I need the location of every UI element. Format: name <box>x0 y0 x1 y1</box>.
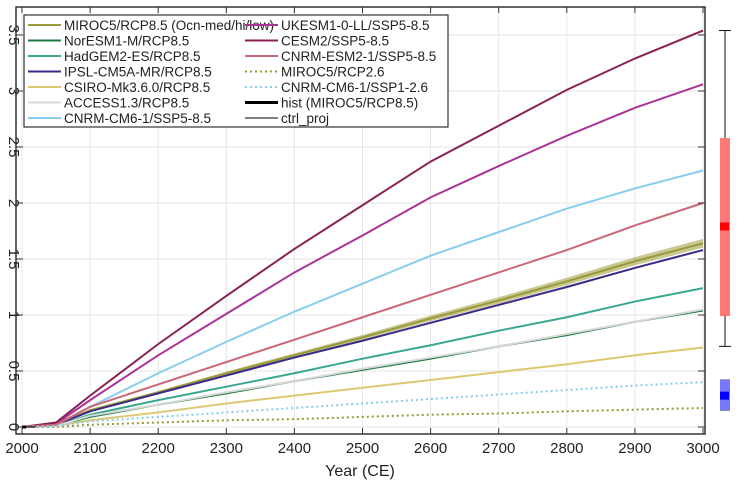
y-tick-label: 2 <box>5 199 22 207</box>
axis-ticks: 2000 2100 2200 2300 2400 2500 2600 2700 2800 2900… <box>5 7 720 457</box>
legend-label: MIROC5/RCP2.6 <box>281 65 385 80</box>
x-tick-label: 2900 <box>618 440 651 457</box>
legend-label: NorESM1-M/RCP8.5 <box>64 34 189 49</box>
boxplot-median <box>720 222 729 231</box>
series-line <box>21 202 704 428</box>
x-tick-label: 2400 <box>278 440 311 457</box>
x-tick-label: 2500 <box>346 440 379 457</box>
series-lines <box>21 29 704 429</box>
x-tick-label: 2300 <box>210 440 243 457</box>
series-line <box>21 308 704 428</box>
legend-label: UKESM1-0-LL/SSP5-8.5 <box>281 18 430 33</box>
x-tick-label: 2800 <box>550 440 583 457</box>
legend-label: CNRM-CM6-1/SSP5-8.5 <box>64 111 211 126</box>
y-tick-label: 1.5 <box>5 249 22 270</box>
y-tick-label: 3.5 <box>5 25 22 46</box>
y-tick-label: 0.5 <box>5 361 22 382</box>
legend-label: ctrl_proj <box>281 111 329 126</box>
series-line <box>22 406 704 428</box>
legend: MIROC5/RCP8.5 (Ocn-med/hi/low)NorESM1-M/… <box>23 14 449 128</box>
legend-label: CNRM-ESM2-1/SSP5-8.5 <box>281 49 436 64</box>
x-tick-label: 2200 <box>142 440 175 457</box>
legend-label: MIROC5/RCP8.5 (Ocn-med/hi/low) <box>64 18 274 33</box>
y-tick-label: 3 <box>5 87 22 95</box>
series-band <box>22 238 703 427</box>
legend-label: CESM2/SSP5-8.5 <box>281 34 389 49</box>
legend-box <box>23 14 449 128</box>
series-line <box>21 29 704 428</box>
boxplots <box>719 30 731 411</box>
series-line <box>21 83 704 428</box>
x-tick-label: 2000 <box>5 440 38 457</box>
x-tick-label: 3000 <box>686 440 719 457</box>
legend-label: hist (MIROC5/RCP8.5) <box>281 96 418 111</box>
series-line <box>21 249 704 428</box>
x-tick-label: 2700 <box>482 440 515 457</box>
legend-label: HadGEM2-ES/RCP8.5 <box>64 49 201 64</box>
legend-label: IPSL-CM5A-MR/RCP8.5 <box>64 65 212 80</box>
x-tick-label: 2600 <box>414 440 447 457</box>
legend-label: CNRM-CM6-1/SSP1-2.6 <box>281 80 428 95</box>
y-tick-label: 1 <box>5 311 22 319</box>
y-tick-label: 2.5 <box>5 137 22 158</box>
bands <box>22 238 703 427</box>
plot-frame <box>15 6 706 435</box>
x-axis-label: Year (CE) <box>325 463 395 480</box>
legend-label: ACCESS1.3/RCP8.5 <box>64 96 189 111</box>
x-tick-label: 2100 <box>73 440 106 457</box>
series-line <box>21 346 704 428</box>
legend-label: CSIRO-Mk3.6.0/RCP8.5 <box>64 80 210 95</box>
y-tick-label: 0 <box>5 423 22 431</box>
boxplot-median <box>720 391 729 400</box>
